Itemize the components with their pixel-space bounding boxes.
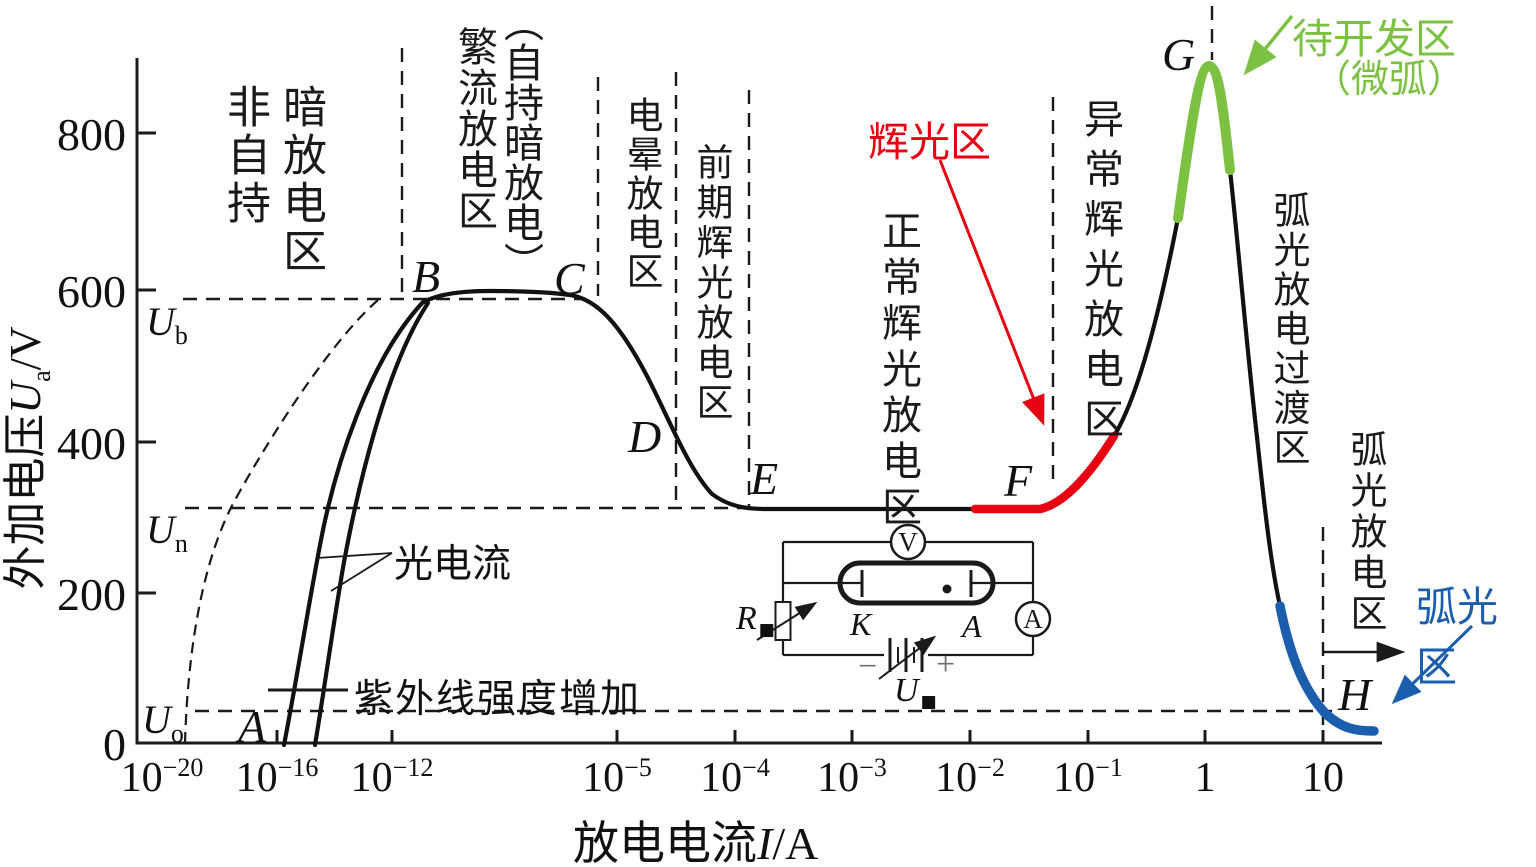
x-tick-1e-16: 10−16 (235, 753, 319, 801)
y-axis-ticks (137, 131, 156, 595)
anode-label: A (962, 608, 982, 644)
region-normal-glow: 正常辉光放电区 (876, 210, 921, 532)
x-tick-1e-3: 10−3 (817, 753, 887, 801)
axis-lines (135, 58, 1382, 745)
main-discharge-curve (421, 63, 1377, 734)
dashed-reference-lines (183, 6, 1332, 743)
point-D: D (628, 411, 662, 462)
dev-zone-label-line2: （微弧） (1313, 59, 1466, 101)
x-tick-1e-20: 10−20 (120, 753, 204, 801)
region-pre-glow: 前期辉光放电区 (690, 143, 731, 423)
glow-segment-red (970, 431, 1119, 514)
voltmeter-circle (889, 523, 927, 561)
tube-dot (942, 584, 952, 594)
region-arc-transition: 弧光放电过渡区 (1267, 191, 1308, 468)
ammeter-circle (1014, 600, 1052, 638)
arc-region-arrow (1391, 624, 1474, 705)
x-tick-10: 10 (1302, 755, 1344, 801)
circuit-diagram (756, 523, 1052, 680)
y-tick-0: 0 (103, 719, 126, 770)
resistor-arrow (756, 601, 818, 641)
uv-intensity-label: 紫外线强度增加 (354, 678, 642, 721)
x-tick-1e-1: 10−1 (1053, 753, 1123, 801)
battery-plus-sign: + (936, 646, 956, 683)
battery-arrow (878, 635, 937, 680)
y-tick-400: 400 (57, 418, 126, 469)
x-tick-1: 1 (1194, 755, 1216, 801)
ammeter-letter: A (1023, 604, 1043, 634)
saturation-envelope-dashed-curve (183, 299, 379, 744)
y-tick-600: 600 (57, 266, 126, 317)
x-tick-1e-4: 10−4 (700, 753, 770, 801)
y-tick-800: 800 (57, 109, 126, 160)
battery-minus-sign: − (858, 648, 878, 685)
level-Uo: Uo (142, 697, 184, 748)
arc-zone-label: 弧光区 (1416, 584, 1498, 690)
photocurrent-pointer-lines (316, 552, 393, 592)
x-tick-1e-5: 10−5 (582, 753, 652, 801)
variable-resistor (774, 601, 792, 641)
region-arc-discharge: 弧光放电区 (1344, 430, 1385, 635)
x-axis-title: 放电电流I/A (573, 818, 819, 867)
resistor-label: R ■ (736, 600, 775, 640)
region-non-self-sustaining: 非自持 (220, 84, 269, 228)
glow-region-arrow (938, 159, 1045, 426)
photocurrent-label: 光电流 (394, 543, 512, 586)
discharge-tube (837, 560, 996, 606)
y-tick-200: 200 (57, 569, 126, 620)
x-tick-1e-12: 10−12 (350, 753, 434, 801)
point-F: F (1004, 455, 1033, 506)
cathode-label: K (850, 606, 872, 642)
level-Ub: Ub (146, 299, 188, 350)
x-tick-1e-2: 10−2 (935, 753, 1005, 801)
point-G: G (1162, 29, 1196, 80)
arc-segment-blue (1275, 601, 1379, 736)
point-E: E (750, 453, 779, 504)
region-corona: 电晕放电区 (620, 96, 661, 291)
level-Un: Un (146, 507, 188, 558)
dev-zone-label-line1: 待开发区 (1292, 16, 1456, 62)
point-C: C (554, 253, 585, 304)
x-axis-ticks (275, 730, 1325, 743)
point-H: H (1338, 669, 1372, 720)
source-label: U ■ (894, 672, 937, 712)
point-B: B (412, 251, 441, 302)
y-axis-title: 外加电压Ua/V (1, 326, 56, 590)
voltmeter-letter: V (898, 527, 918, 557)
region-abnormal-glow: 异常辉光放电区 (1078, 98, 1123, 448)
glow-zone-label: 辉光区 (868, 119, 991, 165)
region-townsend-paren: （自持暗放电） (498, 2, 543, 282)
point-A: A (238, 701, 267, 752)
region-townsend: 繁流放电区 (452, 26, 497, 231)
region-dark-discharge: 暗放电区 (276, 84, 325, 276)
dev-region-arrow (1243, 14, 1294, 76)
microarc-segment-green (1173, 60, 1235, 223)
